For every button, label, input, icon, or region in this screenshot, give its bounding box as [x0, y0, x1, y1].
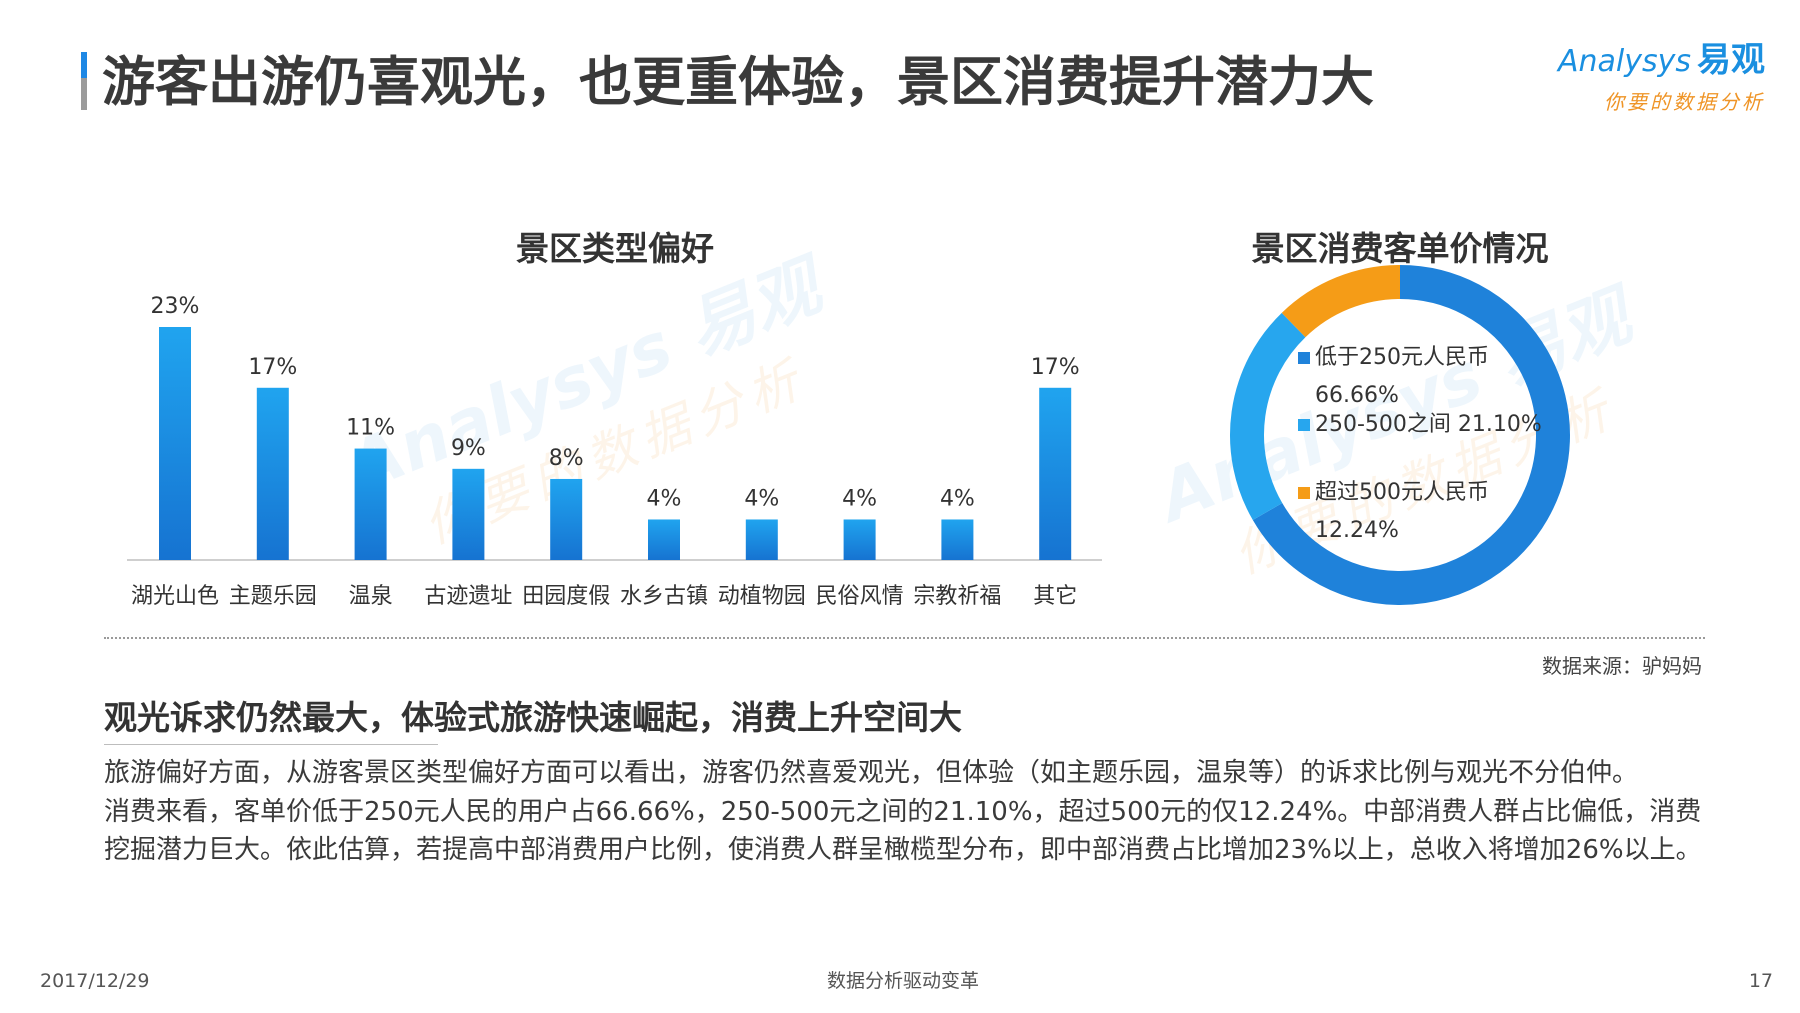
- bar-chart: 23% 湖光山色 17% 主题乐园 11% 温泉 9% 古迹遗址 8% 田园度假 4% 水乡古镇 4% 动…: [127, 294, 1102, 609]
- legend-swatch-low: [1298, 352, 1310, 364]
- page-number: 17: [1748, 970, 1773, 992]
- legend-label-low: 低于250元人民币: [1315, 345, 1489, 370]
- bar: [452, 468, 485, 560]
- legend-entry-mid: 250-500之间 21.10%: [1315, 410, 1542, 440]
- title-accent-bar: [81, 52, 87, 110]
- legend-value-low: 66.66%: [1315, 383, 1399, 408]
- data-source: 数据来源：驴妈妈: [1542, 654, 1702, 678]
- bar-value-label: 8%: [549, 446, 584, 471]
- donut-slice-mid: [1230, 312, 1306, 521]
- donut-series: [1230, 265, 1570, 605]
- bar: [648, 519, 680, 560]
- legend-label-mid: 250-500之间: [1315, 412, 1451, 437]
- heading-underline: [104, 744, 438, 745]
- logo-brand-cn: 易观: [1697, 40, 1765, 80]
- summary-body: 旅游偏好方面，从游客景区类型偏好方面可以看出，游客仍然喜爱观光，但体验（如主题乐…: [104, 754, 1754, 870]
- bar: [843, 519, 876, 560]
- summary-line: 旅游偏好方面，从游客景区类型偏好方面可以看出，游客仍然喜爱观光，但体验（如主题乐…: [104, 758, 1639, 788]
- bar: [354, 448, 387, 560]
- legend-swatch-high: [1298, 487, 1310, 499]
- bar-value-label: 17%: [1031, 355, 1080, 380]
- category-label: 民俗风情: [816, 584, 904, 609]
- bar-series: 23% 湖光山色 17% 主题乐园 11% 温泉 9% 古迹遗址 8% 田园度假 4% 水乡古镇 4% 动…: [127, 294, 1102, 609]
- category-label: 水乡古镇: [620, 584, 708, 609]
- legend-value-high: 12.24%: [1315, 518, 1399, 543]
- bar-value-label: 17%: [248, 355, 297, 380]
- bar-value-label: 9%: [451, 436, 486, 461]
- logo-tagline: 你要的数据分析: [1604, 90, 1765, 114]
- category-label: 主题乐园: [229, 584, 317, 609]
- logo: Analysys 易观 你要的数据分析: [1515, 38, 1765, 118]
- bar-value-label: 23%: [151, 294, 200, 319]
- bar-value-label: 4%: [842, 486, 877, 511]
- footer-slogan: 数据分析驱动变革: [826, 970, 979, 992]
- category-label: 湖光山色: [131, 584, 219, 609]
- category-label: 动植物园: [718, 584, 806, 609]
- bar-chart-title: 景区类型偏好: [516, 229, 714, 268]
- legend-label-high: 超过500元人民币: [1315, 480, 1489, 505]
- category-label: 其它: [1033, 584, 1077, 609]
- logo-brand: Analysys: [1557, 44, 1691, 79]
- bar: [159, 327, 191, 560]
- legend-swatch-mid: [1298, 419, 1310, 431]
- category-label: 宗教祈福: [913, 584, 1001, 609]
- bar: [550, 478, 583, 560]
- bar-value-label: 11%: [346, 416, 395, 441]
- dotted-divider: [104, 637, 1705, 639]
- bar: [256, 387, 289, 560]
- logo-wordmark: Analysys 易观: [1515, 38, 1765, 88]
- legend-value-mid: 21.10%: [1457, 412, 1542, 437]
- footer-date: 2017/12/29: [40, 970, 150, 992]
- category-label: 古迹遗址: [424, 584, 512, 609]
- bar-value-label: 4%: [744, 486, 779, 511]
- bar: [941, 519, 974, 560]
- bar-value-label: 4%: [647, 486, 682, 511]
- category-label: 温泉: [349, 584, 393, 609]
- donut-slice-high: [1281, 265, 1401, 338]
- donut-chart-title: 景区消费客单价情况: [1251, 229, 1549, 268]
- donut-chart: [1230, 265, 1570, 605]
- slide-title: 游客出游仍喜观光，也更重体验，景区消费提升潜力大: [102, 52, 1374, 113]
- bar: [1039, 387, 1072, 560]
- donut-slice-low: [1252, 265, 1570, 605]
- summary-line: 消费来看，客单价低于250元人民的用户占66.66%，250-500元之间的21…: [104, 796, 1702, 827]
- category-label: 田园度假: [522, 584, 610, 609]
- bar: [745, 519, 778, 560]
- summary-heading: 观光诉求仍然最大，体验式旅游快速崛起，消费上升空间大: [104, 698, 962, 737]
- summary-line: 挖掘潜力巨大。依此估算，若提高中部消费用户比例，使消费人群呈橄榄型分布，即中部消…: [104, 835, 1702, 865]
- bar-value-label: 4%: [940, 486, 975, 511]
